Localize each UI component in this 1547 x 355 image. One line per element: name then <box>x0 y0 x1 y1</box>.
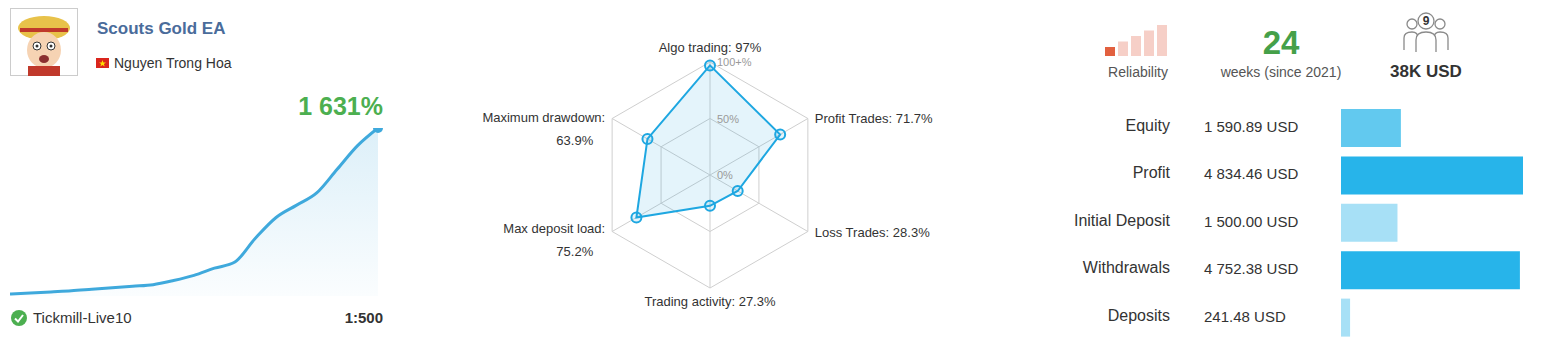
html-text:Profit: Profit <box>1132 164 1170 182</box>
html-text:Withdrawals: Withdrawals <box>1082 259 1170 277</box>
svg-text:63.9%: 63.9% <box>556 133 593 148</box>
svg-text:9: 9 <box>1423 14 1430 28</box>
html-text:1 500.00 USD: 1 500.00 USD <box>1204 212 1299 230</box>
svg-text:0%: 0% <box>717 169 733 181</box>
html-text:Deposits: Deposits <box>1107 306 1170 324</box>
html-text:1 631%: 1 631% <box>298 92 383 120</box>
html-text:weeks (since 2021): weeks (since 2021) <box>1220 64 1342 80</box>
html-text:1:500: 1:500 <box>344 309 383 326</box>
html-text:Initial Deposit: Initial Deposit <box>1074 211 1170 229</box>
html-text:4 834.46 USD: 4 834.46 USD <box>1204 165 1299 183</box>
html-text:Tickmill-Live10: Tickmill-Live10 <box>33 309 132 326</box>
html-text:1 590.89 USD: 1 590.89 USD <box>1204 118 1299 135</box>
html-text:Scouts Gold EA: Scouts Gold EA <box>97 19 226 38</box>
svg-text:Profit Trades: 71.7%: Profit Trades: 71.7% <box>815 111 933 126</box>
html-text:24: 24 <box>1262 24 1300 61</box>
svg-text:50%: 50% <box>717 113 739 125</box>
html-text:Equity: Equity <box>1125 117 1170 134</box>
svg-text:100+%: 100+% <box>717 56 752 68</box>
svg-text:Max deposit load:: Max deposit load: <box>503 221 605 236</box>
html-text:241.48 USD: 241.48 USD <box>1204 307 1286 325</box>
svg-text:Maximum drawdown:: Maximum drawdown: <box>482 110 605 125</box>
svg-text:Loss Trades: 28.3%: Loss Trades: 28.3% <box>815 225 930 240</box>
svg-text:Trading activity: 27.3%: Trading activity: 27.3% <box>644 294 775 309</box>
html-text:Nguyen Trong Hoa: Nguyen Trong Hoa <box>114 55 232 71</box>
html-text:Reliability: Reliability <box>1108 64 1168 80</box>
svg-text:Algo trading: 97%: Algo trading: 97% <box>659 40 762 55</box>
svg-text:75.2%: 75.2% <box>556 244 593 259</box>
html-text:38K USD: 38K USD <box>1390 62 1462 81</box>
html-text:4 752.38 USD: 4 752.38 USD <box>1204 260 1299 278</box>
